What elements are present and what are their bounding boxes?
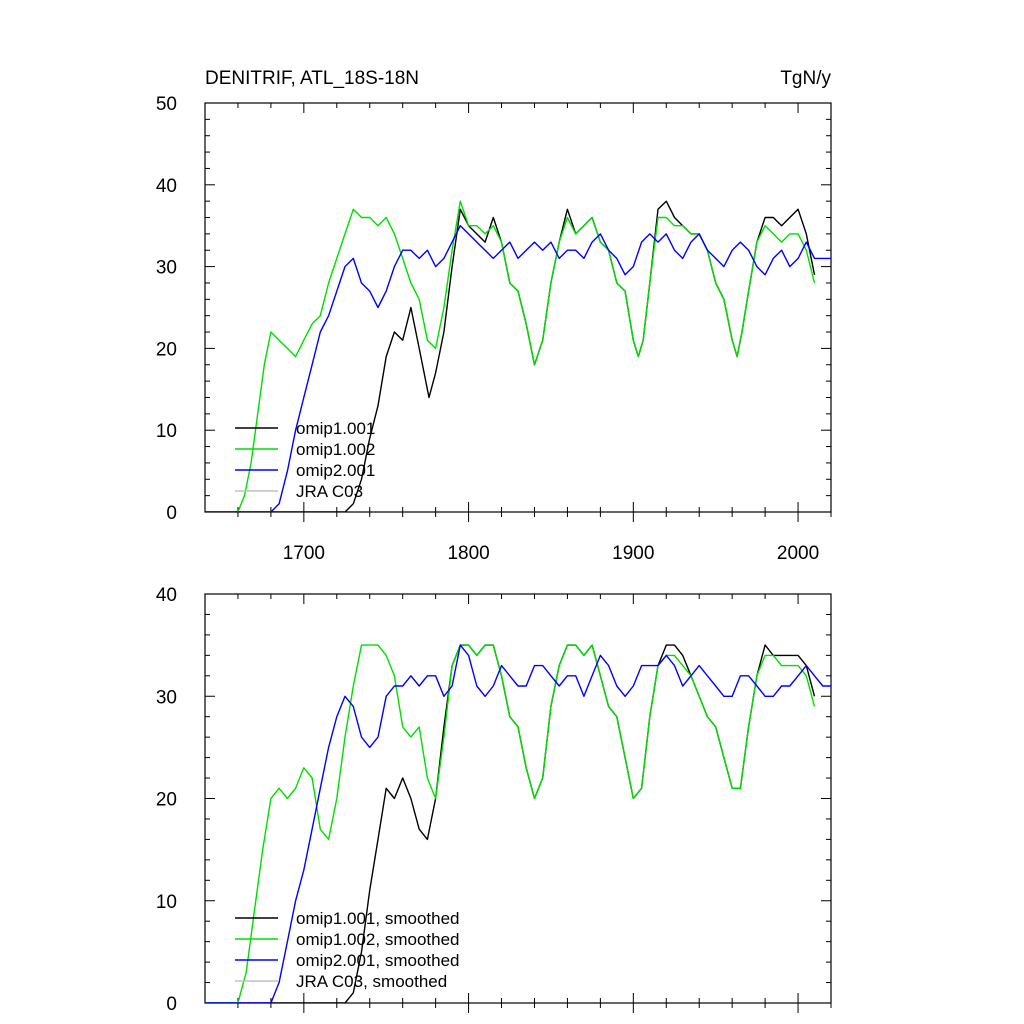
x-tick-label: 1800 [447, 543, 489, 564]
chart-title: DENITRIF, ATL_18S-18N [205, 68, 419, 89]
legend-label-3: JRA C03, smoothed [296, 972, 447, 991]
legend-label-0: omip1.001 [296, 419, 375, 438]
series-line-2 [205, 644, 831, 1003]
x-tick-label: 1900 [612, 543, 654, 564]
series-line-1 [205, 200, 816, 512]
plot-frame [204, 102, 832, 513]
x-tick-label: 2000 [777, 543, 819, 564]
bottom-panel: 0 10 20 30 40 omip1.001, smoothed omip1.002, s… [156, 585, 832, 1015]
legend-label-0: omip1.001, smoothed [296, 909, 460, 928]
series-line-1 [205, 644, 816, 1003]
legend-label-1: omip1.002, smoothed [296, 930, 460, 949]
y-tick-label: 10 [156, 892, 177, 913]
y-tick-label: 30 [156, 258, 177, 279]
legend-label-1: omip1.002 [296, 440, 375, 459]
units-label: TgN/y [780, 68, 831, 89]
y-tick-label: 50 [156, 94, 177, 115]
y-tick-label: 40 [156, 176, 177, 197]
y-tick-label: 40 [156, 585, 177, 606]
y-tick-label: 20 [156, 339, 177, 360]
series-line-2 [205, 224, 831, 512]
legend-label-2: omip2.001 [296, 461, 375, 480]
series-line-0 [205, 644, 816, 1003]
y-tick-label: 0 [166, 503, 177, 524]
y-tick-label: 0 [166, 994, 177, 1015]
y-tick-label: 30 [156, 687, 177, 708]
legend-label-3: JRA C03 [296, 482, 363, 501]
x-tick-label: 1700 [283, 543, 325, 564]
top-panel: DENITRIF, ATL_18S-18N TgN/y 0 10 20 30 40 50 170… [156, 68, 832, 564]
y-tick-label: 20 [156, 790, 177, 811]
y-tick-label: 10 [156, 421, 177, 442]
legend-label-2: omip2.001, smoothed [296, 951, 460, 970]
